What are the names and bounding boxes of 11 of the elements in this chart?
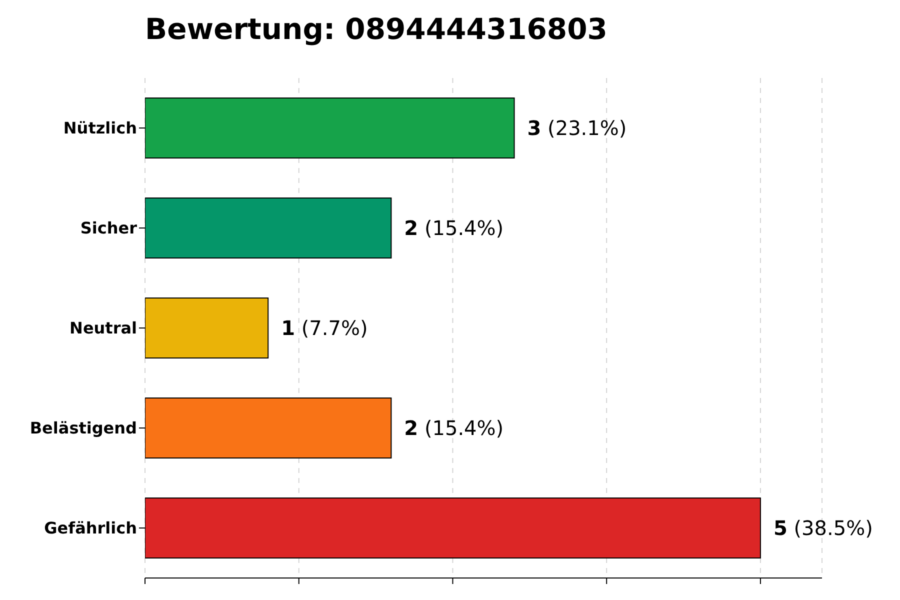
y-tick-label: Sicher xyxy=(80,218,138,238)
y-tick-label: Nützlich xyxy=(63,118,137,138)
y-tick-label: Belästigend xyxy=(30,418,137,438)
data-label: 2 (15.4%) xyxy=(404,416,504,440)
y-tick-label: Neutral xyxy=(70,318,137,338)
chart-title: Bewertung: 0894444316803 xyxy=(145,12,608,46)
data-label: 2 (15.4%) xyxy=(404,216,504,240)
data-label: 5 (38.5%) xyxy=(773,516,873,540)
data-label: 3 (23.1%) xyxy=(527,116,627,140)
data-label: 1 (7.7%) xyxy=(281,316,368,340)
y-tick-label: Gefährlich xyxy=(44,518,137,538)
